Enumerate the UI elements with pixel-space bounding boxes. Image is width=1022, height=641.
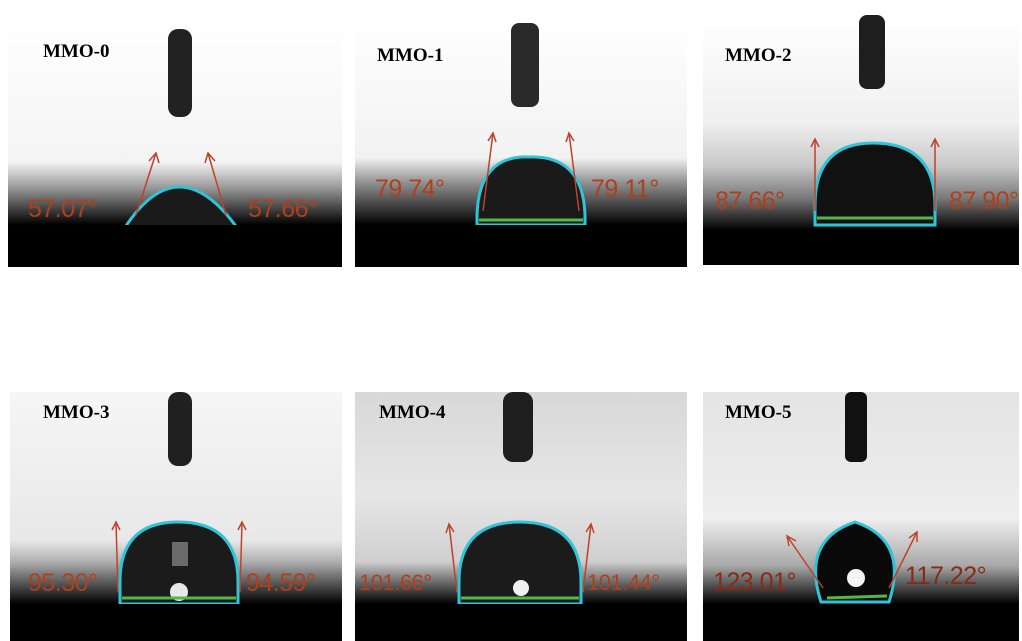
panel-label: MMO-1 <box>377 45 444 66</box>
needle <box>168 392 192 466</box>
needle <box>511 23 539 107</box>
left-angle: 87.66° <box>715 187 785 215</box>
contact-angle-image <box>703 392 1019 604</box>
panel-label: MMO-5 <box>725 402 792 423</box>
panel-mmo-4: MMO-4 101.66° 101.44° <box>355 392 687 641</box>
right-angle: 117.22° <box>905 562 987 590</box>
baseline <box>826 594 888 600</box>
left-angle: 95.30° <box>28 569 98 597</box>
substrate <box>703 604 1019 641</box>
panel-label: MMO-2 <box>725 45 792 66</box>
contact-angle-image <box>703 15 1019 230</box>
droplet <box>813 141 937 227</box>
contact-angle-image <box>355 392 687 606</box>
needle <box>845 392 867 462</box>
left-angle: 79.74° <box>375 175 445 203</box>
panel-label: MMO-0 <box>43 41 110 62</box>
right-angle: 101.44° <box>587 570 660 595</box>
contact-angle-image <box>355 15 687 227</box>
substrate <box>355 604 687 641</box>
left-angle: 123.01° <box>713 568 796 596</box>
right-angle: 94.59° <box>246 569 316 597</box>
panel-mmo-2: MMO-2 87.66° 87.90° <box>703 15 1019 265</box>
substrate <box>10 604 342 641</box>
left-angle: 57.07° <box>28 195 98 223</box>
right-angle: 79.11° <box>591 175 659 203</box>
panel-mmo-5: MMO-5 123.01° 117.22° <box>703 392 1019 641</box>
droplet <box>457 520 583 606</box>
panel-label: MMO-4 <box>379 402 446 423</box>
right-angle: 87.90° <box>949 187 1019 215</box>
left-angle: 101.66° <box>359 570 432 595</box>
right-angle: 57.66° <box>248 195 318 223</box>
panel-mmo-0: MMO-0 57.07° 57.66° <box>8 15 342 267</box>
substrate <box>703 230 1019 265</box>
substrate <box>8 225 342 267</box>
needle <box>859 15 885 89</box>
needle <box>168 29 192 117</box>
panel-mmo-3: MMO-3 95.30° 94.59° <box>10 392 342 641</box>
droplet <box>475 155 587 227</box>
contact-angle-image <box>10 392 342 606</box>
substrate <box>355 225 687 267</box>
contact-angle-image <box>8 15 342 231</box>
panel-mmo-1: MMO-1 79.74° 79.11° <box>355 15 687 267</box>
panel-label: MMO-3 <box>43 402 110 423</box>
needle <box>503 392 533 462</box>
